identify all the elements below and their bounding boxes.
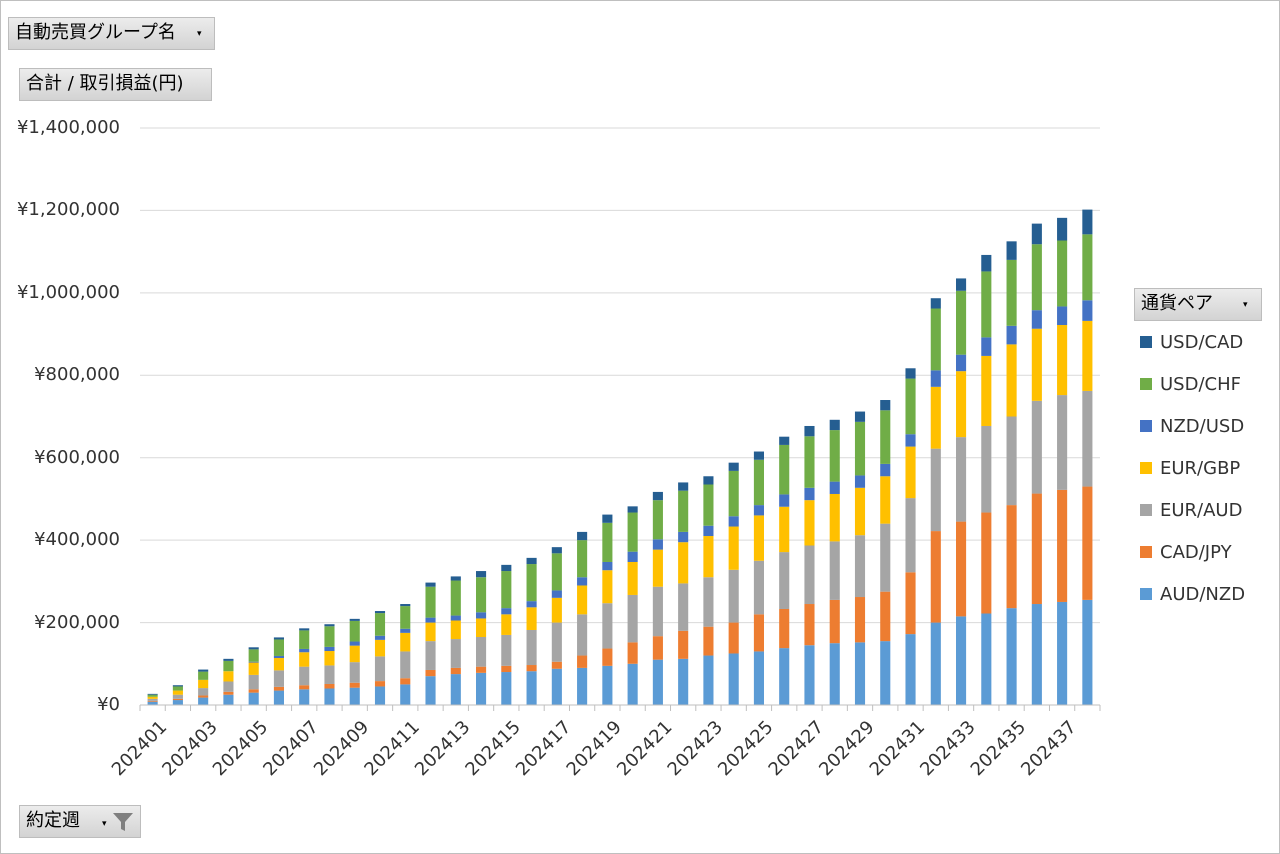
legend-field-button[interactable]: 通貨ペア ▾ [1134, 288, 1262, 321]
legend-swatch [1140, 335, 1152, 348]
y-tick-label: ¥600,000 [34, 446, 120, 468]
legend-label: NZD/USD [1160, 416, 1245, 437]
legend-swatch [1140, 545, 1152, 558]
legend-swatch [1140, 377, 1152, 390]
legend-item[interactable]: CAD/JPY [1140, 541, 1232, 565]
legend-item[interactable]: EUR/GBP [1140, 457, 1240, 481]
legend-label: CAD/JPY [1160, 542, 1232, 563]
legend-swatch [1140, 419, 1152, 432]
y-tick-label: ¥1,400,000 [16, 117, 120, 138]
legend-label: EUR/AUD [1160, 500, 1243, 521]
axis-field-label: 約定週 [26, 810, 80, 831]
legend-field-label: 通貨ペア [1141, 293, 1213, 314]
y-tick-label: ¥800,000 [34, 364, 120, 386]
legend-label: AUD/NZD [1160, 584, 1246, 605]
y-tick-label: ¥0 [97, 694, 120, 715]
axis-field-button[interactable]: 約定週 ▾ [19, 805, 141, 838]
legend-item[interactable]: AUD/NZD [1140, 583, 1245, 607]
y-tick-label: ¥1,200,000 [16, 199, 120, 221]
legend-label: USD/CAD [1160, 332, 1244, 353]
legend-swatch [1140, 461, 1152, 474]
legend-item[interactable]: NZD/USD [1140, 415, 1244, 439]
dropdown-arrow-icon: ▾ [197, 29, 202, 39]
legend-item[interactable]: EUR/AUD [1140, 499, 1242, 523]
legend-item[interactable]: USD/CAD [1140, 331, 1243, 355]
dropdown-arrow-icon: ▾ [102, 819, 107, 829]
legend-swatch [1140, 587, 1152, 600]
filter-icon [113, 813, 133, 831]
value-field-button[interactable]: 合計 / 取引損益(円) [19, 68, 212, 101]
dropdown-arrow-icon: ▾ [1243, 300, 1248, 310]
legend-swatch [1140, 503, 1152, 516]
legend-item[interactable]: USD/CHF [1140, 373, 1241, 397]
legend-label: EUR/GBP [1160, 458, 1241, 479]
value-field-label: 合計 / 取引損益(円) [26, 73, 184, 94]
y-tick-label: ¥1,000,000 [16, 281, 120, 303]
legend-label: USD/CHF [1160, 374, 1241, 395]
group-filter-label: 自動売買グループ名 [15, 22, 176, 43]
y-tick-label: ¥400,000 [34, 529, 120, 551]
y-tick-label: ¥200,000 [34, 611, 120, 633]
group-filter-button[interactable]: 自動売買グループ名 ▾ [8, 17, 215, 50]
